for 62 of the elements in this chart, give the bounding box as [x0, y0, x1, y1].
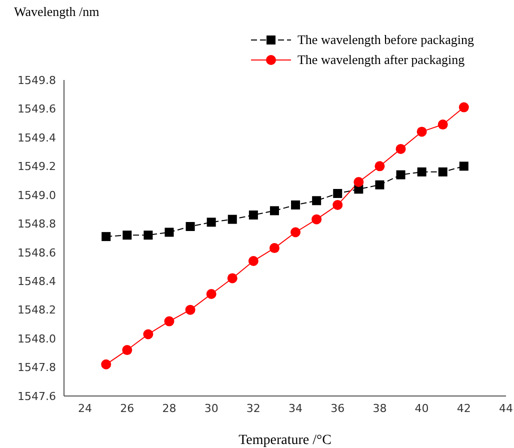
point	[248, 210, 258, 220]
point	[396, 144, 406, 154]
point	[101, 359, 112, 370]
point	[269, 243, 280, 254]
legend-label: The wavelength before packaging	[297, 32, 474, 48]
point	[185, 304, 196, 315]
point	[396, 170, 406, 180]
point	[290, 227, 301, 238]
x-tick-label: 24	[78, 402, 92, 415]
point	[164, 316, 174, 326]
point	[417, 167, 426, 176]
x-axis-title: Temperature /°C	[238, 433, 332, 448]
point	[270, 206, 279, 216]
point	[122, 230, 132, 240]
point	[206, 289, 216, 300]
point	[312, 196, 322, 206]
point	[332, 200, 343, 210]
point	[227, 273, 238, 284]
legend-label: The wavelength after packaging	[297, 52, 465, 68]
point	[291, 200, 300, 210]
x-tick-label: 26	[120, 402, 134, 415]
point	[228, 214, 237, 224]
point	[102, 232, 111, 242]
x-tick-label: 38	[372, 402, 387, 415]
y-tick-label: 1549.0	[18, 188, 56, 202]
x-tick-label: 28	[162, 402, 176, 415]
point	[374, 161, 385, 172]
point	[458, 102, 469, 112]
point	[312, 214, 322, 224]
y-tick-label: 1548.4	[18, 274, 56, 288]
y-tick-label: 1549.6	[18, 102, 56, 116]
x-tick-label: 42	[456, 402, 471, 415]
y-tick-label: 1548.6	[18, 246, 56, 260]
y-tick-label: 1547.8	[18, 361, 56, 374]
y-tick-label: 1548.8	[18, 218, 56, 231]
y-tick-label: 1549.2	[18, 160, 56, 174]
point	[143, 329, 154, 340]
y-tick-label: 1547.6	[18, 390, 56, 403]
x-tick-label: 36	[330, 402, 345, 415]
point	[248, 256, 258, 266]
point	[164, 228, 174, 237]
point	[186, 222, 195, 232]
y-axis-title: Wavelength /nm	[14, 4, 100, 20]
point	[144, 230, 153, 240]
x-tick-label: 32	[246, 402, 260, 415]
x-tick-label: 34	[288, 402, 303, 415]
point	[206, 218, 216, 227]
point	[416, 126, 427, 137]
y-tick-label: 1549.4	[18, 131, 56, 144]
point	[438, 120, 448, 130]
y-tick-label: 1549.8	[18, 74, 56, 87]
y-tick-label: 1548.0	[18, 332, 56, 346]
point	[438, 167, 448, 176]
x-tick-label: 44	[499, 402, 513, 415]
point	[122, 345, 132, 356]
y-tick-label: 1548.2	[18, 304, 56, 317]
x-tick-label: 40	[414, 402, 429, 415]
point	[354, 176, 364, 187]
point	[459, 162, 468, 171]
point	[333, 188, 342, 198]
point	[375, 180, 384, 190]
x-tick-label: 30	[204, 402, 218, 415]
